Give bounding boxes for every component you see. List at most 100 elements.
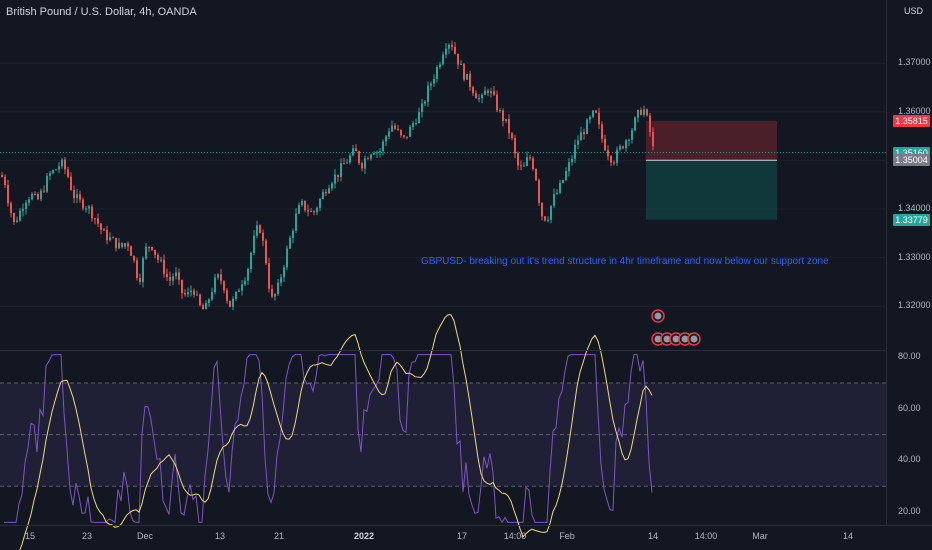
- candle-body: [484, 90, 486, 95]
- candle-body: [22, 208, 24, 211]
- candle-body: [487, 90, 489, 94]
- candle-body: [109, 237, 111, 241]
- candle-body: [553, 194, 555, 206]
- candle-body: [277, 282, 279, 294]
- candle-body: [85, 208, 87, 210]
- candle-body: [151, 246, 153, 250]
- candle-body: [625, 140, 627, 149]
- candle-body: [7, 185, 9, 204]
- candle-body: [304, 200, 306, 211]
- candle-body: [184, 293, 186, 295]
- candle-body: [640, 109, 642, 115]
- candle-body: [61, 159, 63, 167]
- candle-body: [139, 278, 141, 282]
- candle-body: [520, 165, 522, 167]
- candle-body: [307, 210, 309, 212]
- price-axis[interactable]: 1.370001.360001.350001.340001.330001.320…: [886, 0, 932, 525]
- time-tick-label: Feb: [559, 531, 575, 541]
- candle-body: [142, 258, 144, 282]
- candle-body: [457, 53, 459, 65]
- candle-body: [643, 109, 645, 115]
- axis-separator: [886, 0, 887, 525]
- time-tick-label: 14:00: [694, 531, 718, 541]
- candle-body: [121, 242, 123, 247]
- candle-body: [610, 156, 612, 163]
- candle-body: [538, 180, 540, 203]
- candle-body: [94, 218, 96, 220]
- candle-body: [598, 112, 600, 125]
- candle-body: [169, 277, 171, 281]
- candle-body: [334, 174, 336, 184]
- candle-body: [394, 125, 396, 129]
- candle-body: [604, 138, 606, 151]
- rsi-tick-label: 20.00: [898, 506, 921, 517]
- candle-body: [589, 116, 591, 120]
- candle-body: [499, 110, 501, 112]
- candle-body: [4, 176, 6, 186]
- candle-body: [157, 254, 159, 260]
- candle-body: [607, 150, 609, 157]
- candle-body: [49, 173, 51, 176]
- candle-body: [364, 158, 366, 169]
- candle-body: [514, 138, 516, 154]
- candle-body: [403, 135, 405, 137]
- candle-body: [448, 44, 450, 49]
- candle-body: [445, 48, 447, 55]
- candle-body: [136, 260, 138, 279]
- candle-body: [289, 237, 291, 249]
- candle-body: [274, 293, 276, 297]
- candle-body: [325, 191, 327, 194]
- candle-body: [298, 205, 300, 214]
- time-tick-label: 14: [842, 531, 854, 541]
- candle-body: [397, 128, 399, 130]
- flag-icon: [654, 335, 662, 343]
- candle-body: [187, 292, 189, 295]
- candle-body: [460, 64, 462, 66]
- candle-body: [223, 281, 225, 291]
- candle-body: [580, 132, 582, 141]
- candle-body: [544, 216, 546, 221]
- candle-body: [115, 237, 117, 249]
- price-tick-label: 1.32000: [898, 300, 931, 311]
- candle-body: [253, 235, 255, 253]
- currency-badge[interactable]: USD: [904, 6, 923, 17]
- candle-body: [412, 123, 414, 127]
- candle-body: [163, 259, 165, 274]
- flag-icon: [663, 335, 671, 343]
- pane-separator[interactable]: [0, 350, 886, 351]
- time-tick-label: 13: [214, 531, 226, 541]
- candle-body: [532, 158, 534, 170]
- candle-body: [310, 211, 312, 213]
- candle-body: [427, 85, 429, 102]
- candle-body: [133, 255, 135, 261]
- candle-body: [439, 64, 441, 68]
- candle-body: [145, 246, 147, 259]
- candle-body: [496, 94, 498, 111]
- candle-body: [418, 112, 420, 124]
- candle-body: [550, 205, 552, 220]
- candle-body: [451, 44, 453, 47]
- candle-body: [196, 294, 198, 296]
- rsi-moving-average: [19, 314, 653, 550]
- candle-body: [220, 274, 222, 282]
- candle-body: [388, 131, 390, 137]
- candle-body: [586, 119, 588, 134]
- candle-body: [319, 198, 321, 208]
- candle-body: [331, 183, 333, 189]
- candle-body: [556, 192, 558, 195]
- candle-body: [430, 83, 432, 86]
- candle-body: [526, 157, 528, 166]
- candle-body: [295, 213, 297, 231]
- candle-body: [370, 154, 372, 159]
- candle-body: [340, 163, 342, 177]
- chart-annotation: GBPUSD- breaking out it's trend structur…: [421, 256, 829, 267]
- candle-body: [574, 144, 576, 159]
- price-badge: 1.35004: [893, 154, 930, 167]
- candle-body: [31, 193, 33, 200]
- candle-body: [517, 153, 519, 166]
- candle-body: [316, 207, 318, 213]
- candle-body: [100, 223, 102, 230]
- candle-body: [478, 98, 480, 100]
